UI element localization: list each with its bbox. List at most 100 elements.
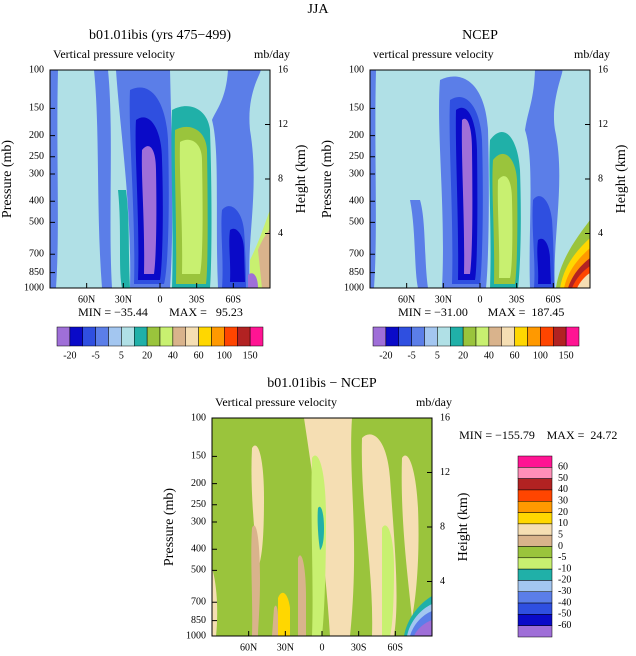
colorbar-box: [224, 326, 238, 347]
colorbar-box: [517, 546, 553, 559]
y-tick-label: 700: [191, 597, 206, 608]
y-tick-label: 200: [349, 130, 364, 141]
colorbar-label: 5: [435, 350, 440, 361]
y2-tick-label: 16: [278, 64, 288, 75]
x-tick-label: 0: [478, 294, 483, 305]
x-tick-label: 60N: [240, 642, 257, 653]
y-tick-label: 250: [191, 499, 206, 510]
colorbar-box: [517, 489, 553, 502]
y2-tick-label: 8: [440, 521, 445, 532]
y-tick-label: 850: [29, 267, 44, 278]
y2-tick-label: 16: [598, 64, 608, 75]
colorbar-box: [121, 326, 135, 347]
colorbar-label: -60: [558, 620, 571, 631]
y-tick-label: 150: [29, 103, 44, 114]
colorbar-box: [385, 326, 399, 347]
y-tick-label: 300: [29, 168, 44, 179]
min-label: MIN = −35.44: [78, 305, 148, 319]
colorbar-label: 20: [458, 350, 468, 361]
colorbar-label: -5: [407, 350, 415, 361]
colorbar-box: [95, 326, 109, 347]
colorbar-box: [82, 326, 96, 347]
y-tick-label: 300: [191, 516, 206, 527]
colorbar-label: 150: [559, 350, 574, 361]
colorbar-box: [398, 326, 412, 347]
colorbar-label: -50: [558, 609, 571, 620]
y2-tick-label: 8: [598, 173, 603, 184]
min-label: MIN = −31.00: [398, 305, 468, 319]
y-tick-label: 200: [29, 130, 44, 141]
figure-title: JJA: [307, 2, 329, 17]
y-axis-title: Pressure (mb): [162, 488, 177, 566]
colorbar-box: [372, 326, 387, 347]
colorbar-box: [517, 557, 553, 570]
colorbar-label: 40: [558, 484, 568, 495]
y2-tick-label: 4: [598, 228, 603, 239]
colorbar-box: [411, 326, 425, 347]
max-label: MAX = 95.23: [169, 305, 243, 319]
x-tick-label: 30S: [351, 642, 367, 653]
panel-title: b01.01ibis − NCEP: [267, 376, 377, 391]
x-tick-label: 0: [320, 642, 325, 653]
y-tick-label: 400: [191, 544, 206, 555]
x-tick-label: 30S: [189, 294, 205, 305]
colorbar-label: 5: [119, 350, 124, 361]
panel-title: NCEP: [462, 28, 498, 43]
colorbar-box: [198, 326, 212, 347]
colorbar-box: [462, 326, 477, 347]
y-tick-label: 150: [191, 451, 206, 462]
max-label: MAX = 187.45: [488, 305, 565, 319]
y2-tick-label: 4: [278, 228, 283, 239]
units-label: mb/day: [254, 47, 290, 61]
panel-subtitle: Vertical pressure velocity: [53, 47, 175, 61]
panel-subtitle: Vertical pressure velocity: [215, 395, 337, 409]
x-tick-label: 60S: [388, 642, 404, 653]
panel-subtitle: vertical pressure velocity: [373, 47, 494, 61]
y-tick-label: 100: [191, 412, 206, 423]
colorbar-box: [527, 326, 541, 347]
y-axis-title: Pressure (mb): [0, 140, 15, 218]
colorbar-label: 150: [243, 350, 258, 361]
x-tick-label: 30N: [435, 294, 452, 305]
y-tick-label: 700: [349, 249, 364, 260]
contour-field: [212, 418, 432, 636]
y-tick-label: 150: [349, 103, 364, 114]
colorbar-box: [488, 326, 502, 347]
y2-tick-label: 4: [440, 576, 445, 587]
colorbar-box: [517, 568, 553, 581]
x-tick-label: 60N: [398, 294, 415, 305]
y-tick-label: 500: [191, 565, 206, 576]
colorbar-box: [437, 326, 451, 347]
colorbar-label: 60: [558, 462, 568, 473]
colorbar-label: -40: [558, 597, 571, 608]
colorbar-box: [211, 326, 225, 347]
colorbar-label: 60: [194, 350, 204, 361]
colorbar-box: [450, 326, 464, 347]
y-tick-label: 1000: [344, 282, 364, 293]
colorbar-box: [185, 326, 199, 347]
colorbar-box: [134, 326, 148, 347]
colorbar-box: [424, 326, 438, 347]
colorbar-label: -5: [558, 552, 566, 563]
y-tick-label: 1000: [186, 630, 206, 641]
colorbar-label: -20: [63, 350, 76, 361]
y-tick-label: 100: [349, 64, 364, 75]
colorbar-box: [69, 326, 83, 347]
colorbar-box: [517, 523, 553, 536]
y-tick-label: 400: [29, 196, 44, 207]
colorbar-box: [514, 326, 528, 347]
x-tick-label: 30S: [509, 294, 525, 305]
colorbar-box: [517, 625, 553, 638]
colorbar-label: -20: [379, 350, 392, 361]
colorbar-box: [517, 478, 553, 491]
colorbar-label: -5: [91, 350, 99, 361]
y-tick-label: 500: [349, 217, 364, 228]
x-tick-label: 30N: [277, 642, 294, 653]
colorbar-box: [517, 614, 553, 626]
colorbar-box: [56, 326, 71, 347]
colorbar-box: [517, 455, 553, 468]
colorbar-label: 10: [558, 518, 568, 529]
colorbar-box: [540, 326, 554, 347]
units-label: mb/day: [416, 395, 452, 409]
y2-axis-title: Height (km): [294, 144, 309, 213]
